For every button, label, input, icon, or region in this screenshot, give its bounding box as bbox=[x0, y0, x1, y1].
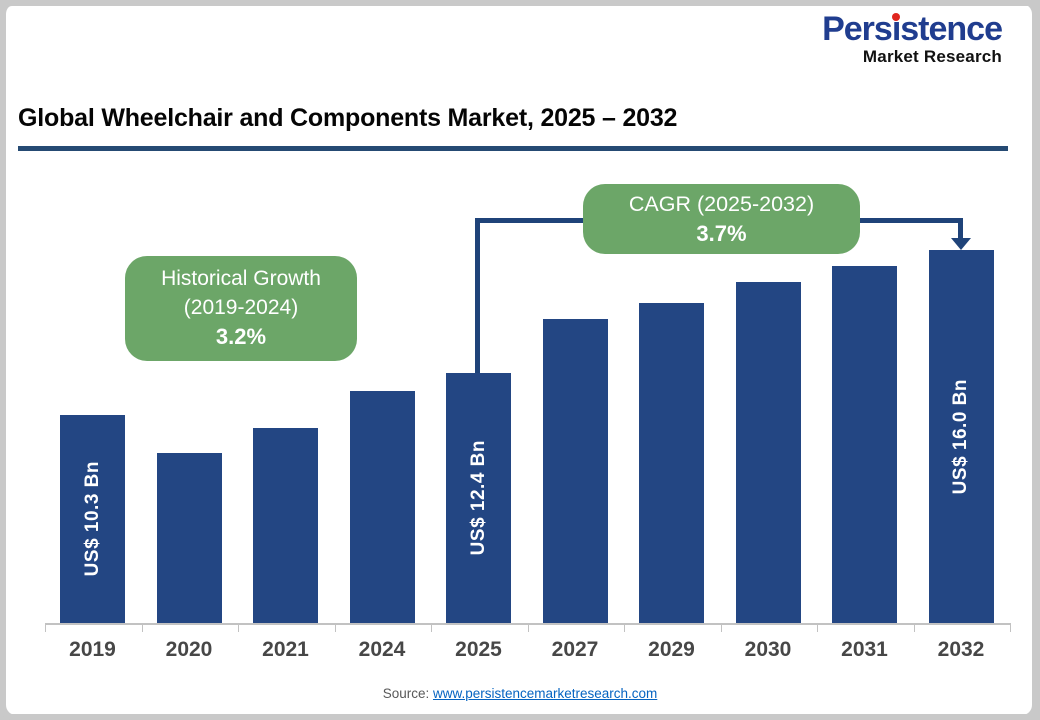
cagr-connector-right bbox=[958, 218, 963, 240]
axis-tick bbox=[141, 623, 143, 632]
axis-tick bbox=[45, 623, 46, 632]
persistence-market-research-logo: Persı stence Market Research bbox=[822, 10, 1003, 66]
logo-wordmark: Persı stence bbox=[822, 10, 1003, 48]
cagr-line1: CAGR (2025-2032) bbox=[628, 191, 815, 216]
x-axis-label-2025: 2025 bbox=[455, 638, 502, 661]
axis-tick bbox=[913, 623, 915, 632]
cagr-connector-left bbox=[475, 218, 480, 373]
x-axis-label-2021: 2021 bbox=[262, 638, 309, 661]
cagr-value: 3.7% bbox=[696, 220, 747, 246]
x-axis-label-2020: 2020 bbox=[165, 638, 213, 661]
bar-value-label-2032: US$ 16.0 Bn bbox=[950, 378, 971, 495]
bar-2025: US$ 12.4 Bn bbox=[446, 373, 511, 623]
historical-growth-line1: Historical Growth bbox=[161, 267, 321, 291]
bar-value-label-2019: US$ 10.3 Bn bbox=[81, 461, 103, 577]
bar-2020 bbox=[156, 453, 222, 623]
historical-growth-value: 3.2% bbox=[215, 324, 267, 349]
x-axis-label-2019: 2019 bbox=[69, 638, 116, 661]
axis-tick bbox=[817, 623, 818, 632]
infographic-page: Persı stence Market Research Global Wheel… bbox=[6, 4, 1032, 715]
bar-2021 bbox=[253, 428, 318, 623]
axis-tick bbox=[334, 623, 336, 632]
x-axis-label-2029: 2029 bbox=[648, 638, 695, 661]
bar-2027 bbox=[542, 319, 608, 623]
bar-2032: US$ 16.0 Bn bbox=[928, 250, 994, 623]
logo-red-dot-icon bbox=[891, 13, 900, 21]
x-axis-label-2027: 2027 bbox=[551, 638, 599, 661]
bar-2031 bbox=[832, 266, 897, 623]
source-line: Source: www.persistencemarketresearch.co… bbox=[6, 686, 1032, 701]
page-title: Global Wheelchair and Components Market,… bbox=[18, 104, 678, 132]
source-link[interactable]: www.persistencemarketresearch.com bbox=[432, 686, 658, 701]
logo-subtitle: Market Research bbox=[862, 47, 1002, 66]
bar-2019: US$ 10.3 Bn bbox=[60, 415, 125, 623]
x-axis-label-2024: 2024 bbox=[358, 638, 406, 661]
bar-chart: US$ 10.3 Bn 2019 2020 2021 2024 US$ 12.4 Bn 20… bbox=[6, 4, 1032, 715]
x-axis-label-2032: 2032 bbox=[937, 638, 985, 661]
logo-text-i: ı bbox=[891, 10, 902, 48]
x-axis-label-2030: 2030 bbox=[744, 638, 792, 661]
bar-2024 bbox=[349, 391, 415, 623]
title-underline bbox=[18, 146, 1008, 151]
historical-growth-line2: (2019-2024) bbox=[183, 295, 299, 319]
source-prefix: Source: bbox=[382, 686, 433, 701]
arrow-down-icon bbox=[951, 238, 971, 250]
bar-value-label-2025: US$ 12.4 Bn bbox=[467, 440, 489, 556]
axis-tick bbox=[1010, 623, 1011, 632]
axis-tick bbox=[238, 623, 239, 632]
axis-tick bbox=[624, 623, 625, 632]
axis-tick bbox=[527, 623, 529, 632]
bar-2029 bbox=[639, 303, 704, 623]
axis-tick bbox=[720, 623, 722, 632]
x-axis-label-2031: 2031 bbox=[841, 638, 888, 661]
historical-growth-badge: Historical Growth (2019-2024) 3.2% bbox=[125, 256, 357, 361]
cagr-badge: CAGR (2025-2032) 3.7% bbox=[583, 184, 860, 254]
logo-text-part2: stence bbox=[900, 10, 1003, 48]
logo-text-part1: Pers bbox=[822, 10, 893, 48]
bar-2030 bbox=[735, 282, 801, 623]
axis-tick bbox=[431, 623, 432, 632]
